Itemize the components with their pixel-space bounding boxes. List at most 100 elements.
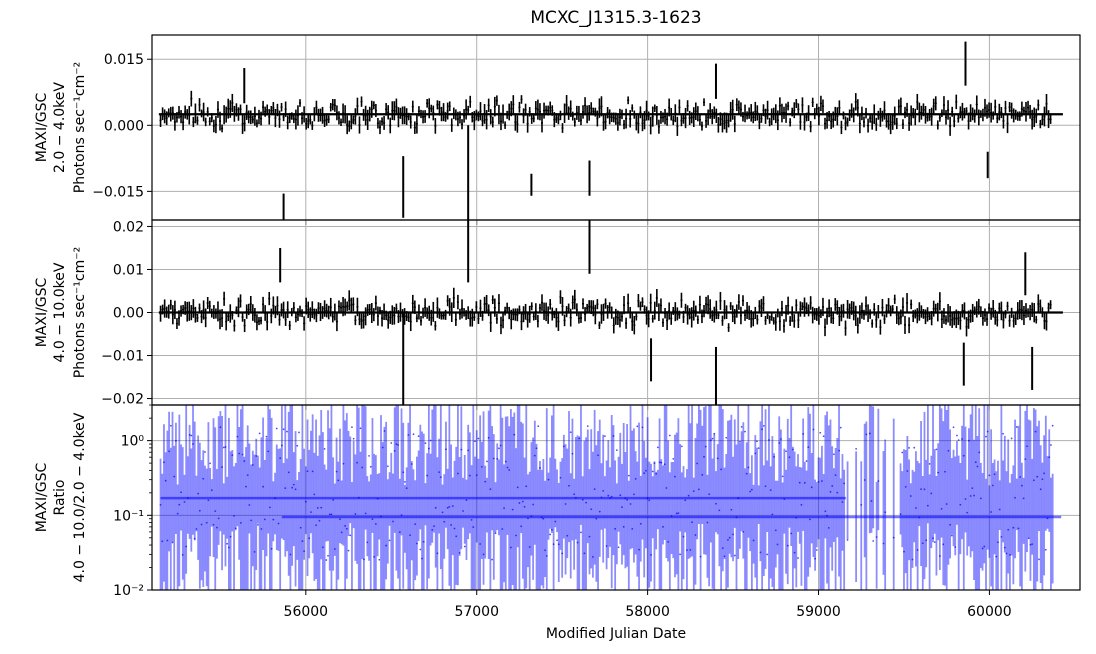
ratio-point bbox=[1020, 484, 1023, 487]
ratio-point bbox=[964, 498, 967, 500]
ratio-point bbox=[330, 513, 333, 516]
ratio-point bbox=[347, 549, 350, 552]
ratio-point bbox=[318, 519, 321, 522]
ratio-point bbox=[860, 503, 863, 506]
ratio-point bbox=[286, 430, 288, 433]
ratio-point bbox=[554, 520, 557, 523]
ratio-point bbox=[764, 485, 767, 488]
ratio-point bbox=[561, 552, 564, 555]
ratio-point bbox=[217, 517, 220, 520]
ratio-point bbox=[269, 506, 271, 509]
ratio-point bbox=[516, 486, 519, 489]
x-tick-label: 59000 bbox=[796, 604, 841, 620]
ratio-point bbox=[641, 426, 644, 429]
ratio-point bbox=[544, 549, 546, 552]
ratio-point bbox=[585, 501, 587, 504]
ratio-point bbox=[1024, 458, 1027, 460]
ratio-point bbox=[197, 492, 200, 495]
ratio-point bbox=[239, 522, 242, 524]
ratio-point bbox=[602, 489, 605, 492]
ratio-point bbox=[195, 528, 198, 530]
ratio-point bbox=[556, 539, 558, 542]
ratio-point bbox=[458, 551, 461, 554]
ratio-point bbox=[400, 514, 403, 517]
chart-title: MCXC_J1315.3-1623 bbox=[530, 8, 702, 28]
ratio-point bbox=[455, 535, 458, 538]
ratio-point bbox=[573, 493, 576, 496]
ratio-point bbox=[509, 546, 512, 549]
ratio-point bbox=[1014, 496, 1016, 499]
ratio-point bbox=[809, 518, 811, 521]
ratio-point bbox=[793, 551, 796, 554]
ratio-point bbox=[904, 486, 907, 488]
ratio-point bbox=[791, 448, 794, 451]
ratio-point bbox=[234, 527, 237, 530]
ratio-point bbox=[633, 493, 635, 496]
ratio-point bbox=[908, 446, 910, 449]
ratio-point bbox=[166, 539, 169, 542]
y-axis-label-line: Photons sec⁻¹cm⁻² bbox=[72, 247, 88, 379]
ratio-point bbox=[381, 446, 384, 449]
ratio-point bbox=[961, 438, 963, 440]
ratio-point bbox=[282, 428, 285, 431]
ratio-point bbox=[950, 534, 953, 537]
ratio-point bbox=[750, 488, 753, 491]
ratio-point bbox=[815, 549, 818, 551]
ratio-point bbox=[814, 557, 817, 560]
ratio-point bbox=[687, 494, 690, 497]
ratio-point bbox=[920, 488, 922, 491]
ratio-point bbox=[169, 424, 172, 427]
ratio-point bbox=[498, 447, 500, 450]
ratio-point bbox=[417, 435, 420, 438]
ratio-point bbox=[937, 471, 940, 474]
ratio-point bbox=[938, 555, 941, 557]
ratio-point bbox=[243, 460, 246, 462]
ratio-point bbox=[231, 454, 234, 457]
ratio-point bbox=[433, 525, 435, 528]
ratio-point bbox=[188, 433, 191, 436]
ratio-point bbox=[395, 443, 398, 445]
ratio-point bbox=[932, 537, 934, 540]
series-hard bbox=[158, 220, 1063, 405]
y-tick-label: −0.01 bbox=[101, 349, 144, 365]
y-tick-label: 0.000 bbox=[104, 118, 144, 134]
ratio-point bbox=[374, 522, 377, 525]
ratio-point bbox=[294, 488, 297, 491]
ratio-point bbox=[766, 553, 769, 556]
ratio-point bbox=[453, 527, 456, 530]
ratio-point bbox=[954, 546, 957, 548]
ratio-point bbox=[658, 461, 661, 464]
ratio-point bbox=[304, 500, 307, 503]
ratio-point bbox=[718, 509, 721, 512]
ratio-point bbox=[520, 525, 523, 528]
ratio-point bbox=[342, 462, 345, 465]
y-axis-label-line: 4.0 − 10.0/2.0 − 4.0keV bbox=[72, 412, 88, 582]
ratio-point bbox=[214, 510, 217, 513]
ratio-point bbox=[621, 506, 623, 509]
ratio-point bbox=[462, 510, 464, 512]
panel-frame bbox=[151, 404, 1081, 591]
ratio-point bbox=[803, 481, 806, 484]
ratio-point bbox=[674, 475, 676, 478]
ratio-point bbox=[603, 435, 606, 438]
ratio-point bbox=[306, 470, 309, 473]
ratio-point bbox=[665, 487, 668, 489]
ratio-point bbox=[386, 465, 389, 468]
ratio-point bbox=[489, 488, 492, 491]
ratio-point bbox=[477, 437, 480, 440]
ratio-point bbox=[422, 540, 425, 543]
ratio-point bbox=[506, 466, 509, 469]
ratio-point bbox=[612, 435, 615, 437]
ratio-point bbox=[518, 502, 521, 504]
ratio-point bbox=[785, 450, 787, 453]
ratio-point bbox=[202, 477, 205, 480]
ratio-point bbox=[484, 480, 487, 483]
ratio-point bbox=[159, 503, 162, 506]
ratio-point bbox=[974, 461, 977, 464]
ratio-point bbox=[475, 474, 478, 477]
ratio-point bbox=[511, 508, 514, 511]
ratio-point bbox=[829, 490, 832, 493]
ratio-point bbox=[337, 479, 340, 482]
ratio-point bbox=[979, 497, 982, 500]
ratio-point bbox=[836, 491, 839, 494]
